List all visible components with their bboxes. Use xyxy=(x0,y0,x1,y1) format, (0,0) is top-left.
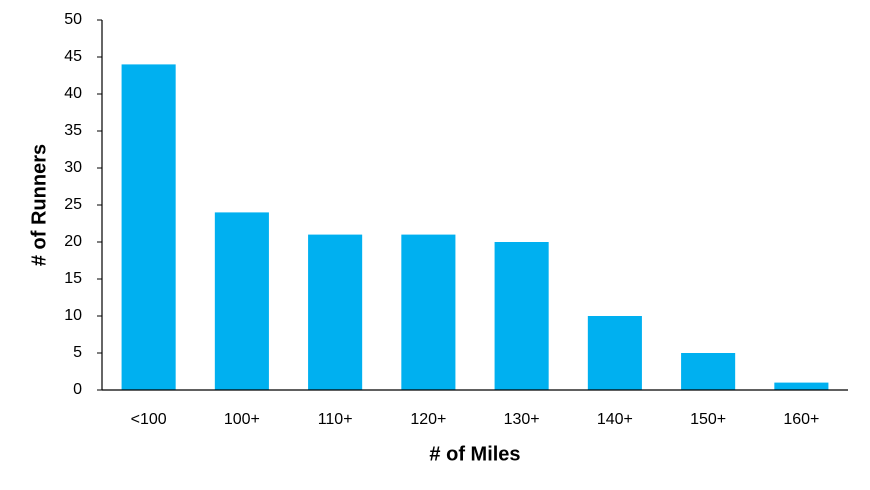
y-tick-label: 40 xyxy=(64,85,82,102)
y-tick-label: 15 xyxy=(64,270,82,287)
y-tick-label: 45 xyxy=(64,48,82,65)
x-tick-label: 160+ xyxy=(783,411,819,428)
bar xyxy=(774,382,829,390)
bar xyxy=(308,234,363,390)
y-tick-label: 0 xyxy=(73,381,82,398)
bar xyxy=(121,64,176,391)
x-tick-label: 120+ xyxy=(410,411,446,428)
y-tick-label: 5 xyxy=(73,344,82,361)
y-axis-title: # of Runners xyxy=(28,144,50,266)
bar xyxy=(587,316,642,390)
x-tick-label: 150+ xyxy=(690,411,726,428)
bar xyxy=(401,234,456,390)
bar xyxy=(494,242,549,390)
x-tick-label: 110+ xyxy=(318,411,353,428)
x-tick-label: <100 xyxy=(131,411,167,428)
bar xyxy=(214,212,269,390)
y-tick-label: 50 xyxy=(64,11,82,28)
x-tick-label: 130+ xyxy=(504,411,540,428)
x-tick-label: 140+ xyxy=(597,411,633,428)
bar xyxy=(681,353,736,390)
x-axis-title: # of Miles xyxy=(429,443,520,465)
y-tick-label: 20 xyxy=(64,233,82,250)
x-tick-label: 100+ xyxy=(224,411,260,428)
y-tick-label: 35 xyxy=(64,122,82,139)
y-tick-label: 30 xyxy=(64,159,82,176)
y-tick-label: 25 xyxy=(64,196,82,213)
y-tick-label: 10 xyxy=(64,307,82,324)
